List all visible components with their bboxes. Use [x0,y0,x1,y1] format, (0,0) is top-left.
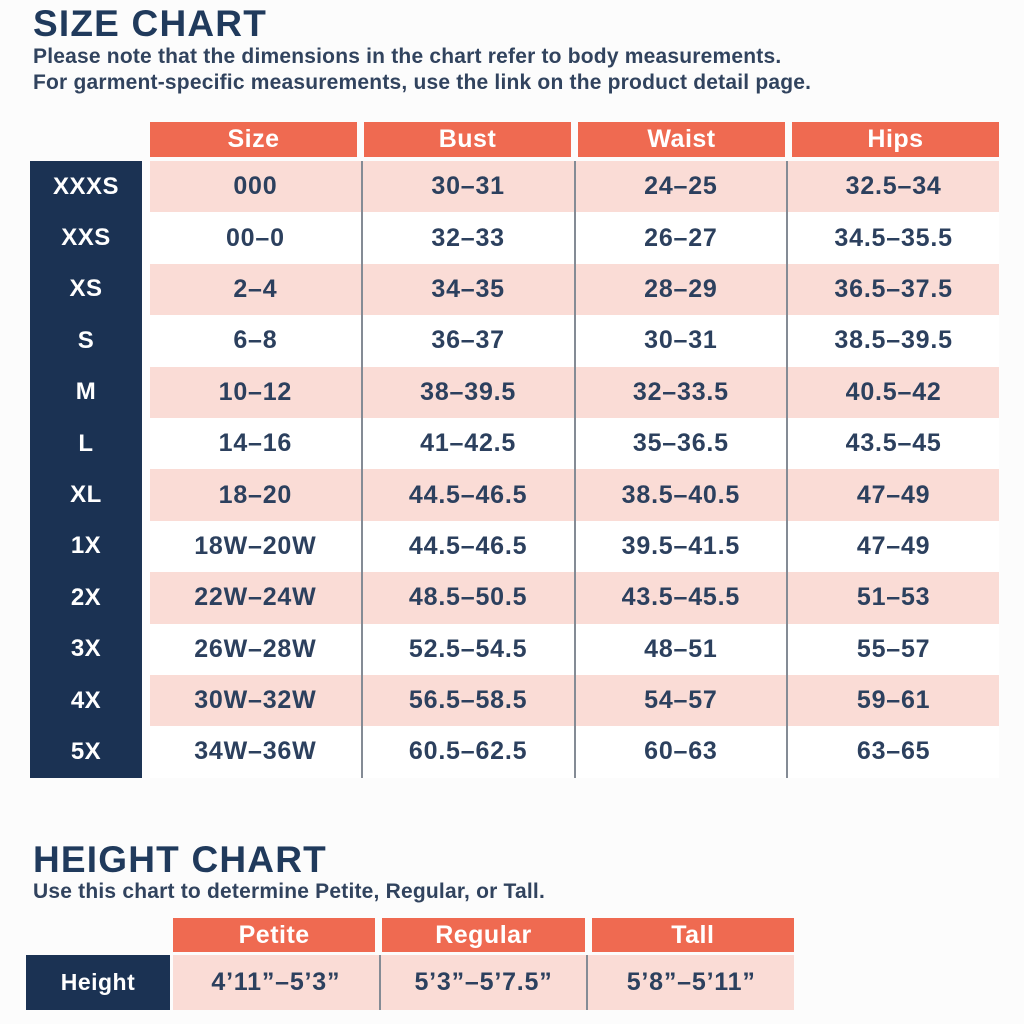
cell-hips: 47–49 [788,469,999,521]
cell-hips: 59–61 [788,674,999,727]
row-label: XS [30,263,142,316]
size-table-header-row: Size Bust Waist Hips [150,122,999,157]
table-row-4x: 4X 30W–32W 56.5–58.5 54–57 59–61 [30,674,999,727]
cell-hips: 43.5–45 [788,417,999,470]
row-label: XXS [30,212,142,264]
cell-size: 14–16 [150,417,363,470]
row-label: 3X [30,623,142,675]
cell-hips: 55–57 [788,623,999,675]
cell-waist: 60–63 [575,726,789,778]
table-row-s: S 6–8 36–37 30–31 38.5–39.5 [30,315,999,367]
row-label: 1X [30,520,142,573]
cell-size: 18–20 [150,469,363,521]
note-line-1: Please note that the dimensions in the c… [33,45,782,68]
cell-hips: 34.5–35.5 [788,212,999,264]
table-row-2x: 2X 22W–24W 48.5–50.5 43.5–45.5 51–53 [30,572,999,624]
row-label: L [30,417,142,470]
table-row-xxxs: XXXS 000 30–31 24–25 32.5–34 [30,161,999,213]
cell-bust: 32–33 [362,212,576,264]
cell-bust: 38–39.5 [362,366,576,418]
cell-size: 30W–32W [150,674,363,727]
cell-hips: 63–65 [788,726,999,778]
cell-waist: 39.5–41.5 [575,520,789,573]
column-header-regular: Regular [382,918,592,952]
cell-bust: 30–31 [362,161,576,213]
height-table-header-row: Petite Regular Tall [173,918,794,952]
size-chart-title: SIZE CHART [33,3,267,44]
cell-bust: 60.5–62.5 [362,726,576,778]
cell-waist: 43.5–45.5 [575,572,789,624]
cell-waist: 54–57 [575,674,789,727]
cell-size: 00–0 [150,212,363,264]
table-row-3x: 3X 26W–28W 52.5–54.5 48–51 55–57 [30,623,999,675]
row-label: 2X [30,572,142,624]
cell-waist: 38.5–40.5 [575,469,789,521]
cell-hips: 51–53 [788,572,999,624]
table-row-l: L 14–16 41–42.5 35–36.5 43.5–45 [30,417,999,470]
column-header-size: Size [150,122,364,157]
cell-size: 10–12 [150,366,363,418]
cell-bust: 41–42.5 [362,417,576,470]
row-label: 5X [30,726,142,778]
column-header-bust: Bust [364,122,578,157]
cell-bust: 56.5–58.5 [362,674,576,727]
column-header-tall: Tall [591,918,794,952]
column-header-petite: Petite [173,918,383,952]
cell-size: 6–8 [150,315,363,367]
cell-bust: 52.5–54.5 [362,623,576,675]
row-label: S [30,315,142,367]
height-chart-note: Use this chart to determine Petite, Regu… [33,880,546,903]
height-chart-title: HEIGHT CHART [33,839,327,880]
cell-petite-height: 4’11”–5’3” [173,955,381,1010]
cell-bust: 48.5–50.5 [362,572,576,624]
size-chart-note: Please note that the dimensions in the c… [33,44,811,96]
cell-regular-height: 5’3”–5’7.5” [380,955,589,1010]
cell-hips: 47–49 [788,520,999,573]
cell-hips: 36.5–37.5 [788,263,999,316]
cell-bust: 44.5–46.5 [362,520,576,573]
table-row-m: M 10–12 38–39.5 32–33.5 40.5–42 [30,366,999,418]
cell-tall-height: 5’8”–5’11” [588,955,795,1010]
cell-size: 18W–20W [150,520,363,573]
row-label: M [30,366,142,418]
table-row-xl: XL 18–20 44.5–46.5 38.5–40.5 47–49 [30,469,999,521]
cell-size: 22W–24W [150,572,363,624]
note-line-2: For garment-specific measurements, use t… [33,71,812,94]
cell-size: 34W–36W [150,726,363,778]
height-row: Height 4’11”–5’3” 5’3”–5’7.5” 5’8”–5’11” [26,955,795,1010]
row-label: 4X [30,674,142,727]
height-row-label: Height [26,955,170,1010]
size-table-body: XXXS 000 30–31 24–25 32.5–34 XXS 00–0 32… [30,161,999,778]
cell-waist: 26–27 [575,212,789,264]
cell-waist: 30–31 [575,315,789,367]
table-row-1x: 1X 18W–20W 44.5–46.5 39.5–41.5 47–49 [30,520,999,573]
cell-bust: 36–37 [362,315,576,367]
cell-hips: 40.5–42 [788,366,999,418]
cell-waist: 48–51 [575,623,789,675]
size-table: Size Bust Waist Hips XXXS 000 30–31 24–2… [30,122,999,778]
table-row-xxs: XXS 00–0 32–33 26–27 34.5–35.5 [30,212,999,264]
cell-waist: 28–29 [575,263,789,316]
height-table: Petite Regular Tall Height 4’11”–5’3” 5’… [26,918,795,1010]
cell-waist: 35–36.5 [575,417,789,470]
table-row-xs: XS 2–4 34–35 28–29 36.5–37.5 [30,263,999,316]
cell-bust: 44.5–46.5 [362,469,576,521]
row-label: XXXS [30,161,142,213]
cell-size: 26W–28W [150,623,363,675]
table-row-5x: 5X 34W–36W 60.5–62.5 60–63 63–65 [30,726,999,778]
column-header-hips: Hips [792,122,999,157]
column-header-waist: Waist [578,122,792,157]
cell-size: 2–4 [150,263,363,316]
cell-bust: 34–35 [362,263,576,316]
cell-size: 000 [150,161,363,213]
cell-hips: 38.5–39.5 [788,315,999,367]
cell-hips: 32.5–34 [788,161,999,213]
cell-waist: 32–33.5 [575,366,789,418]
row-label: XL [30,469,142,521]
cell-waist: 24–25 [575,161,789,213]
